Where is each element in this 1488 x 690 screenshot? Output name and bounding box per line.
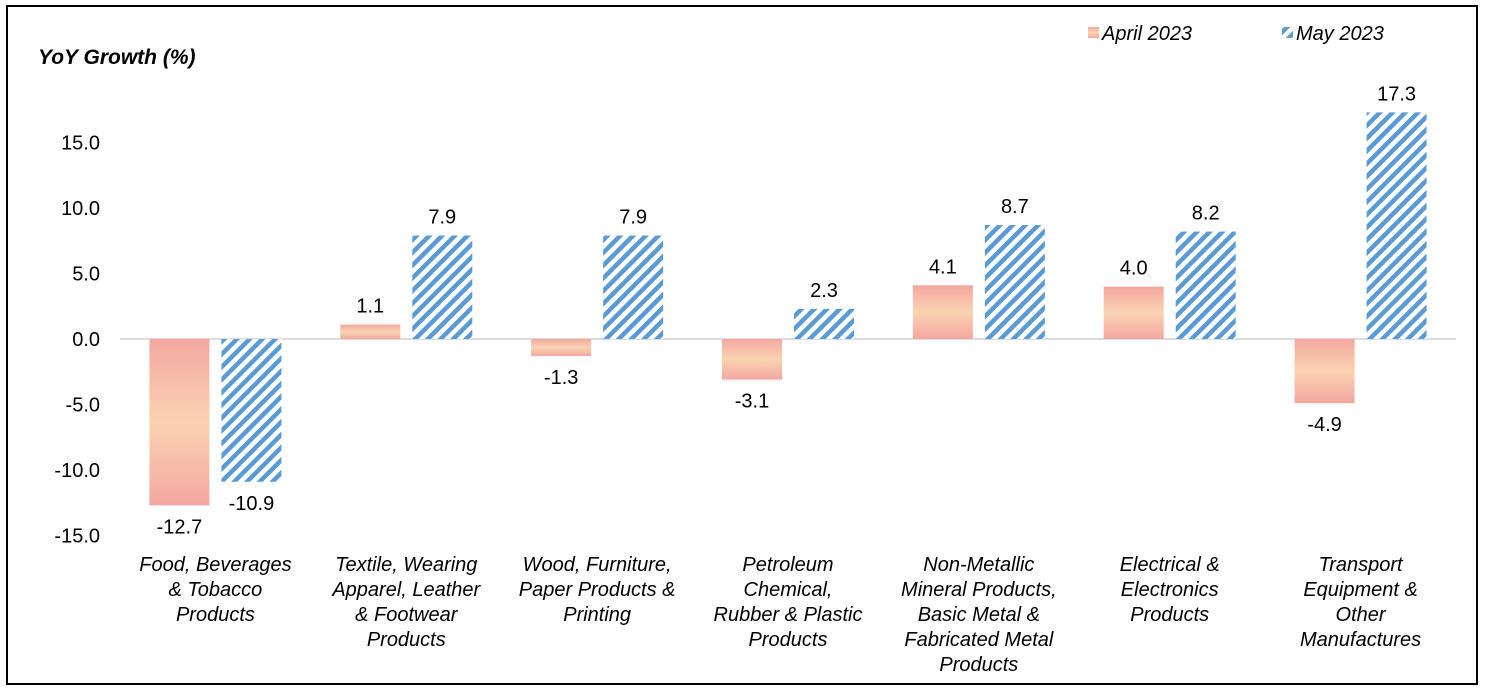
data-label: -3.1 bbox=[735, 391, 769, 413]
y-axis-title: YoY Growth (%) bbox=[38, 46, 196, 69]
bar-april-2023 bbox=[531, 339, 592, 357]
legend-may-2023-swatch bbox=[1282, 27, 1293, 38]
bar-may-2023 bbox=[412, 235, 473, 339]
bar-may-2023 bbox=[984, 225, 1045, 339]
bar-may-2023 bbox=[603, 235, 664, 339]
x-category-label: Transport Equipment & Other Manufactures bbox=[1300, 554, 1421, 651]
bar-may-2023 bbox=[221, 339, 282, 482]
bars bbox=[149, 112, 1427, 506]
y-tick-label: 5.0 bbox=[72, 264, 100, 286]
x-category-label: Non-Metallic Mineral Products, Basic Metal… bbox=[901, 554, 1057, 676]
y-tick-label: 15.0 bbox=[61, 133, 100, 155]
data-label: 4.0 bbox=[1120, 258, 1148, 280]
legend-april-2023-label: April 2023 bbox=[1101, 23, 1192, 45]
data-label: -12.7 bbox=[157, 516, 203, 538]
bar-may-2023 bbox=[1175, 231, 1236, 339]
chart-frame bbox=[6, 5, 1478, 685]
bar-may-2023 bbox=[794, 308, 854, 339]
bar-may-2023 bbox=[1366, 112, 1427, 340]
y-tick-label: -5.0 bbox=[66, 395, 100, 417]
bar-april-2023 bbox=[722, 339, 782, 380]
legend: April 2023 May 2023 bbox=[1088, 23, 1384, 45]
y-tick-label: -10.0 bbox=[54, 460, 100, 482]
data-label: 2.3 bbox=[810, 280, 838, 302]
data-label: 7.9 bbox=[428, 207, 456, 229]
bar-april-2023 bbox=[912, 285, 973, 339]
data-label: 17.3 bbox=[1377, 83, 1416, 105]
data-label: -1.3 bbox=[544, 367, 578, 389]
data-label: 8.2 bbox=[1192, 203, 1220, 225]
data-label: 8.7 bbox=[1001, 196, 1029, 218]
x-category-label: Electrical & Electronics Products bbox=[1120, 554, 1220, 626]
data-label: 7.9 bbox=[619, 207, 647, 229]
x-category-label: Petroleum Chemical, Rubber & Plastic Produc… bbox=[714, 554, 863, 651]
x-category-label: Wood, Furniture, Paper Products & Printing bbox=[519, 554, 676, 626]
legend-may-2023-label: May 2023 bbox=[1296, 23, 1384, 45]
data-labels: -12.7 -10.9 1.1 7.9 -1.3 7.9 -3.1 2.3 4.1 8.7 4.0 8… bbox=[157, 83, 1416, 538]
data-label: -4.9 bbox=[1307, 414, 1341, 436]
y-tick-label: -15.0 bbox=[54, 526, 100, 548]
bar-april-2023 bbox=[340, 324, 401, 339]
bar-april-2023 bbox=[149, 339, 210, 506]
legend-april-2023-swatch bbox=[1088, 27, 1099, 38]
bar-april-2023 bbox=[1294, 339, 1355, 404]
data-label: -10.9 bbox=[229, 493, 275, 515]
y-tick-label: 10.0 bbox=[61, 198, 100, 220]
x-category-label: Textile, Wearing Apparel, Leather & Footwe… bbox=[331, 554, 481, 651]
data-label: 1.1 bbox=[356, 296, 384, 318]
x-axis-labels: Food, Beverages & Tobacco Products Textile,… bbox=[139, 554, 1421, 676]
bar-april-2023 bbox=[1103, 286, 1164, 339]
y-axis-ticks: -15.0 -10.0 -5.0 0.0 5.0 10.0 15.0 bbox=[54, 133, 100, 548]
x-category-label: Food, Beverages & Tobacco Products bbox=[139, 554, 291, 626]
data-label: 4.1 bbox=[929, 256, 957, 278]
y-tick-label: 0.0 bbox=[72, 329, 100, 351]
